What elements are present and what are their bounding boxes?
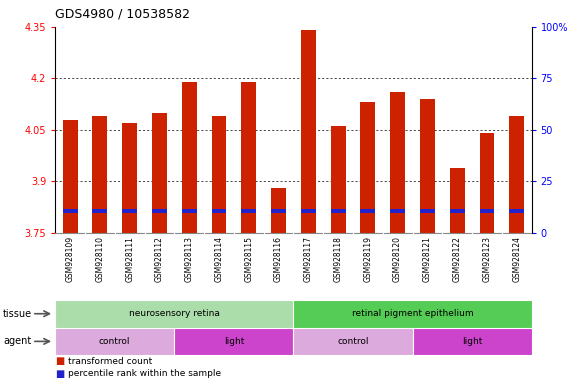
Bar <box>271 188 286 233</box>
Bar <box>510 116 524 233</box>
Text: control: control <box>99 337 131 346</box>
Text: light: light <box>462 337 482 346</box>
Text: GSM928116: GSM928116 <box>274 236 283 282</box>
Bar <box>92 209 107 213</box>
Bar <box>211 116 227 233</box>
Bar <box>301 209 315 213</box>
Text: GSM928112: GSM928112 <box>155 236 164 282</box>
Text: GDS4980 / 10538582: GDS4980 / 10538582 <box>55 8 190 21</box>
Bar <box>241 209 256 213</box>
Text: GSM928111: GSM928111 <box>125 236 134 282</box>
Bar <box>152 113 167 233</box>
Bar <box>331 209 346 213</box>
Bar <box>55 300 293 328</box>
Bar <box>301 30 315 233</box>
Text: GSM928114: GSM928114 <box>214 236 224 282</box>
Text: transformed count: transformed count <box>68 357 152 366</box>
Bar <box>450 167 465 233</box>
Bar <box>63 209 77 213</box>
Text: GSM928120: GSM928120 <box>393 236 402 282</box>
Bar <box>182 82 196 233</box>
Text: light: light <box>224 337 244 346</box>
Text: control: control <box>337 337 369 346</box>
Text: GSM928109: GSM928109 <box>66 236 74 282</box>
Text: percentile rank within the sample: percentile rank within the sample <box>68 369 221 378</box>
Text: GSM928124: GSM928124 <box>512 236 521 282</box>
Text: GSM928123: GSM928123 <box>482 236 492 282</box>
Bar <box>420 99 435 233</box>
Bar <box>510 209 524 213</box>
Text: ■: ■ <box>55 356 64 366</box>
Text: GSM928122: GSM928122 <box>453 236 462 282</box>
Text: GSM928118: GSM928118 <box>333 236 343 282</box>
Text: GSM928113: GSM928113 <box>185 236 193 282</box>
Bar <box>390 92 405 233</box>
Bar <box>390 209 405 213</box>
Bar <box>241 82 256 233</box>
Bar <box>420 209 435 213</box>
Text: ■: ■ <box>55 369 64 379</box>
Bar <box>92 116 107 233</box>
Bar <box>293 328 413 355</box>
Bar <box>450 209 465 213</box>
Bar <box>182 209 196 213</box>
Bar <box>63 119 77 233</box>
Bar <box>479 209 494 213</box>
Text: GSM928121: GSM928121 <box>423 236 432 282</box>
Text: retinal pigment epithelium: retinal pigment epithelium <box>352 309 474 318</box>
Bar <box>293 300 532 328</box>
Text: tissue: tissue <box>3 309 32 319</box>
Bar <box>331 126 346 233</box>
Bar <box>479 133 494 233</box>
Bar <box>55 328 174 355</box>
Bar <box>174 328 293 355</box>
Bar <box>271 209 286 213</box>
Bar <box>122 209 137 213</box>
Bar <box>152 209 167 213</box>
Bar <box>122 123 137 233</box>
Text: neurosensory retina: neurosensory retina <box>129 309 220 318</box>
Text: GSM928110: GSM928110 <box>95 236 105 282</box>
Text: agent: agent <box>3 336 31 346</box>
Bar <box>360 103 375 233</box>
Text: GSM928117: GSM928117 <box>304 236 313 282</box>
Bar <box>211 209 227 213</box>
Bar <box>413 328 532 355</box>
Bar <box>360 209 375 213</box>
Text: GSM928115: GSM928115 <box>244 236 253 282</box>
Text: GSM928119: GSM928119 <box>363 236 372 282</box>
